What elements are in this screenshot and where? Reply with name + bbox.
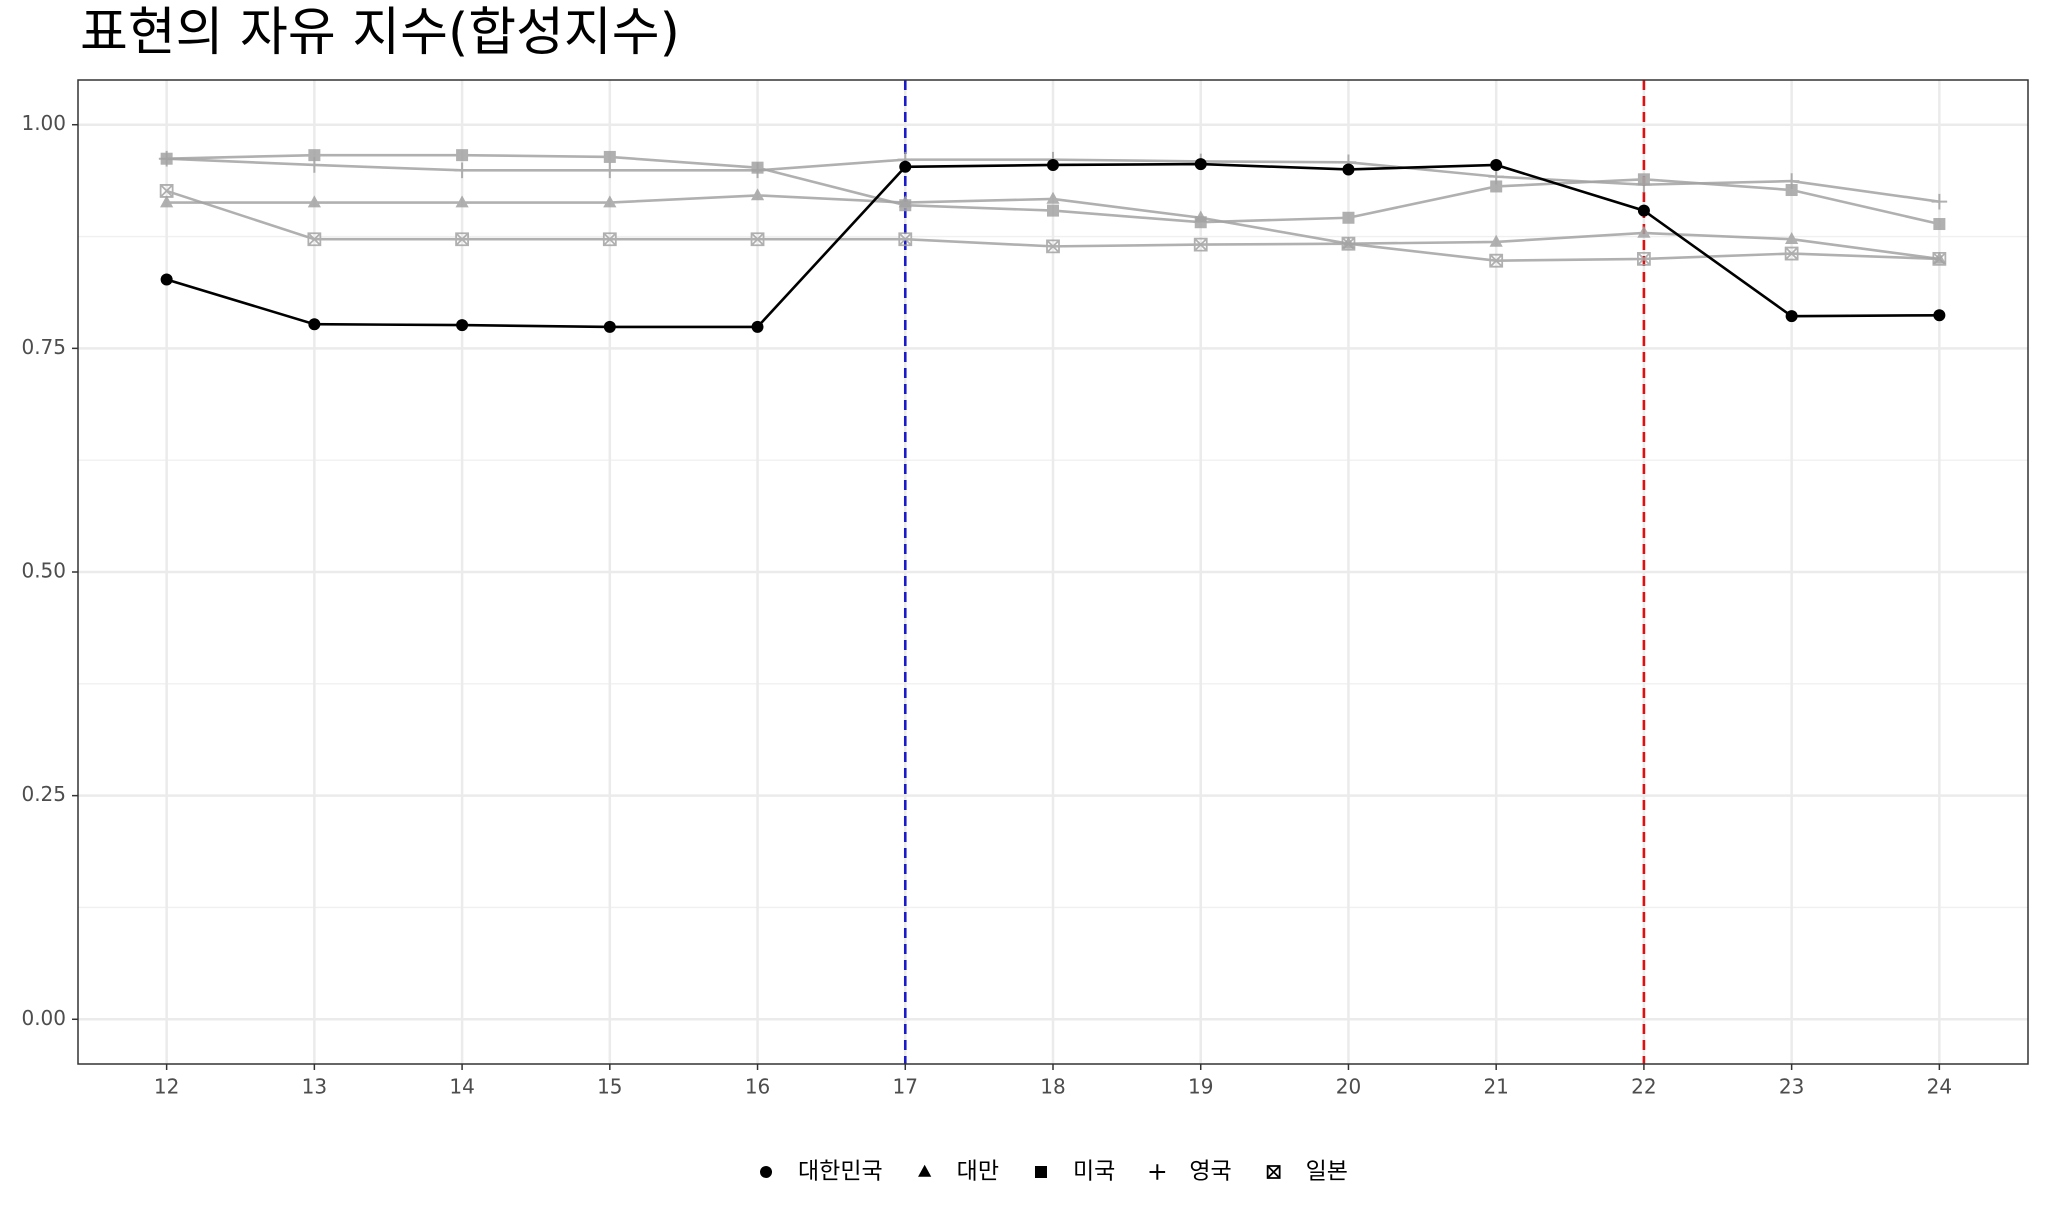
y-tick-label: 0.75	[21, 335, 66, 359]
point	[307, 195, 321, 208]
y-tick-label: 0.25	[21, 782, 66, 806]
y-tick-label: 1.00	[21, 111, 66, 135]
legend-label: 일본	[1306, 1159, 1348, 1185]
point	[1785, 310, 1798, 323]
legend: 대한민국 대만 미국 영국 일본	[760, 1159, 1348, 1185]
x-tick-label: 23	[1779, 1075, 1804, 1099]
point	[308, 149, 321, 162]
point	[603, 195, 617, 208]
x-tick-label: 16	[745, 1075, 770, 1099]
legend-label: 미국	[1073, 1159, 1115, 1185]
point	[1933, 218, 1946, 231]
point	[1342, 211, 1355, 224]
point	[454, 162, 470, 179]
series	[160, 149, 1946, 231]
point	[760, 1166, 773, 1178]
point	[455, 195, 469, 208]
point	[1785, 184, 1798, 197]
point	[1490, 158, 1503, 171]
point	[751, 161, 764, 174]
point	[1149, 1164, 1166, 1180]
point	[1784, 246, 1799, 261]
point	[1342, 163, 1355, 176]
point	[918, 1164, 932, 1177]
point	[159, 184, 174, 198]
point	[1490, 180, 1503, 193]
x-tick-label: 20	[1336, 1075, 1361, 1099]
y-tick-label: 0.50	[21, 559, 66, 583]
point	[603, 150, 616, 163]
point	[1046, 239, 1060, 254]
point	[1489, 234, 1503, 247]
point	[1341, 236, 1356, 249]
point	[602, 232, 617, 247]
point	[603, 320, 616, 333]
point	[602, 162, 618, 179]
point	[899, 160, 912, 173]
point	[1637, 225, 1651, 238]
point	[455, 232, 469, 247]
chart-title: 표현의 자유 지수(합성지수)	[80, 3, 680, 63]
point	[1266, 1165, 1281, 1179]
series	[160, 158, 1946, 333]
x-tick-label: 24	[1927, 1075, 1952, 1099]
x-tick-label: 17	[893, 1075, 918, 1099]
series	[159, 184, 1947, 268]
point	[456, 319, 469, 332]
point	[1046, 191, 1060, 204]
point	[1931, 193, 1948, 210]
x-tick-label: 15	[597, 1075, 622, 1099]
point	[456, 149, 469, 162]
x-tick-label: 13	[302, 1075, 327, 1099]
legend-label: 대만	[957, 1159, 999, 1185]
point	[1637, 204, 1650, 217]
point	[1034, 1166, 1047, 1178]
point	[750, 232, 765, 247]
point	[1785, 232, 1799, 245]
point	[1047, 204, 1059, 217]
plot-border	[77, 79, 2029, 1065]
series	[160, 188, 1946, 264]
point	[160, 152, 173, 165]
x-tick-label: 21	[1483, 1075, 1508, 1099]
point	[1047, 158, 1059, 171]
point	[308, 318, 321, 331]
legend-label: 영국	[1189, 1159, 1231, 1185]
x-tick-label: 18	[1040, 1075, 1065, 1099]
point	[1194, 158, 1207, 171]
point	[1194, 210, 1208, 223]
y-tick-label: 0.00	[21, 1006, 66, 1030]
point	[751, 320, 764, 333]
point	[160, 273, 173, 286]
legend-label: 대한민국	[798, 1159, 883, 1185]
x-tick-label: 14	[449, 1075, 474, 1099]
x-tick-label: 19	[1188, 1075, 1213, 1099]
point	[898, 195, 912, 208]
x-tick-label: 22	[1631, 1075, 1656, 1099]
point	[1193, 237, 1208, 252]
point	[1637, 173, 1650, 186]
x-tick-label: 12	[154, 1075, 179, 1099]
point	[1637, 252, 1651, 266]
point	[750, 188, 765, 201]
point	[1932, 251, 1946, 264]
point	[1933, 309, 1946, 322]
point	[898, 232, 913, 247]
point	[1489, 253, 1504, 268]
point	[307, 232, 322, 247]
point	[160, 195, 174, 208]
